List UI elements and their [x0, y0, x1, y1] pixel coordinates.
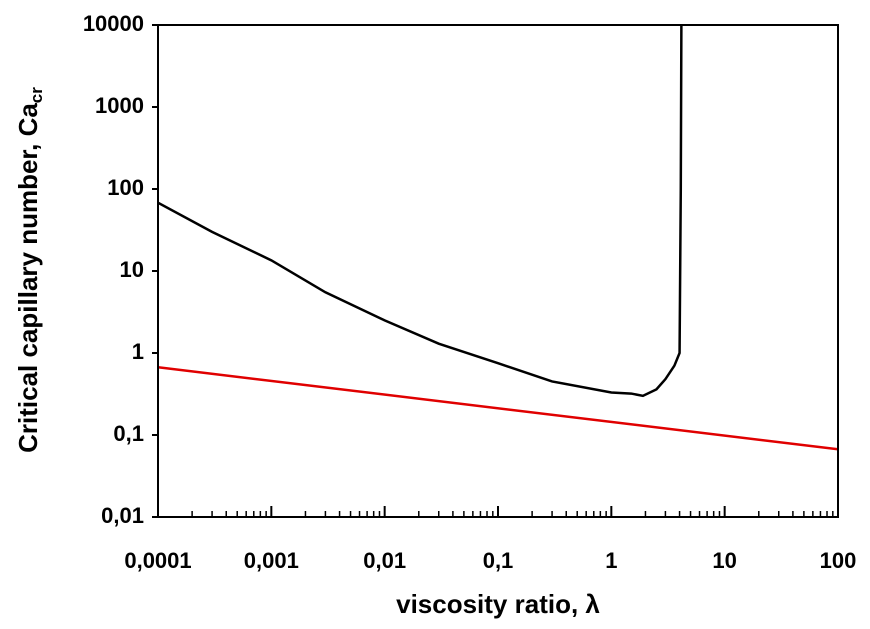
y-tick-label: 10	[120, 257, 144, 282]
y-tick-label: 1000	[95, 93, 144, 118]
y-axis-label-main: Critical capillary number, Ca	[13, 103, 43, 453]
y-tick-label: 100	[107, 175, 144, 200]
x-tick-label: 0,1	[483, 548, 514, 573]
data-line	[158, 25, 683, 398]
x-tick-label: 10	[712, 548, 736, 573]
plot-frame	[157, 24, 839, 518]
x-tick-label: 0,001	[244, 548, 299, 573]
y-tick-label: 1	[132, 339, 144, 364]
y-tick-label: 0,01	[101, 503, 144, 528]
y-tick-label: 0,1	[113, 421, 144, 446]
x-tick-label: 0,0001	[124, 548, 191, 573]
x-tick-label: 1	[605, 548, 617, 573]
data-line	[158, 366, 838, 451]
y-tick-label: 10000	[83, 11, 144, 36]
x-tick-label: 0,01	[363, 548, 406, 573]
y-axis-label-subscript: cr	[27, 87, 46, 103]
x-tick-label: 100	[820, 548, 857, 573]
x-axis-label: viscosity ratio, λ	[396, 589, 600, 619]
y-axis-label: Critical capillary number, Cacr	[13, 87, 47, 453]
